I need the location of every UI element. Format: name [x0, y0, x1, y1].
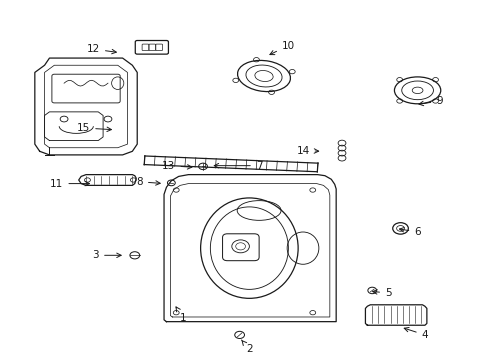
Text: 13: 13	[162, 161, 191, 171]
Text: 2: 2	[241, 340, 252, 354]
Text: 14: 14	[296, 145, 318, 156]
Text: 4: 4	[404, 328, 427, 340]
Text: 15: 15	[77, 123, 111, 133]
Text: 7: 7	[214, 161, 262, 171]
Text: 6: 6	[399, 227, 420, 237]
Text: 3: 3	[92, 250, 121, 260]
Text: 9: 9	[418, 96, 442, 106]
Text: 12: 12	[86, 44, 116, 54]
Text: 8: 8	[136, 177, 160, 187]
Text: 1: 1	[176, 307, 186, 323]
Text: 10: 10	[269, 41, 294, 55]
Text: 5: 5	[372, 288, 391, 298]
Text: 11: 11	[50, 179, 89, 189]
